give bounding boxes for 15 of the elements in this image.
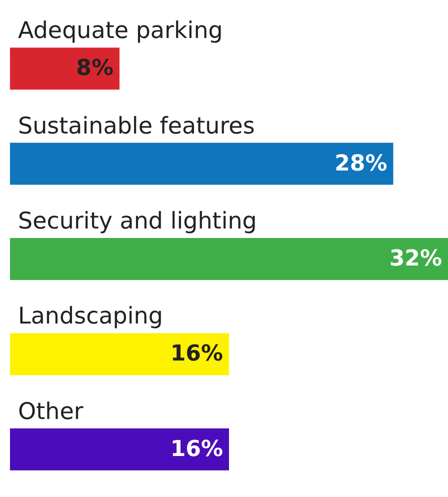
y-tick-label: Sustainable features (18, 113, 255, 140)
data-label: 16% (170, 342, 223, 367)
bar (10, 238, 448, 280)
y-tick-label: Adequate parking (18, 18, 223, 44)
data-label: 16% (170, 436, 223, 462)
data-label: 28% (334, 151, 388, 176)
data-label: 8% (76, 56, 114, 82)
y-tick-label: Landscaping (18, 304, 163, 330)
y-tick-label: Security and lighting (18, 208, 257, 234)
bar (10, 428, 229, 470)
bar (10, 333, 229, 376)
y-tick-label: Other (18, 398, 84, 425)
bar (10, 142, 394, 185)
bar (10, 48, 120, 90)
data-label: 32% (389, 246, 442, 272)
